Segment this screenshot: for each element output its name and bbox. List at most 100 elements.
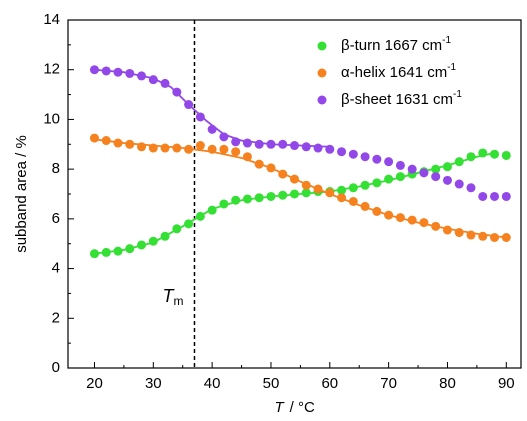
data-point	[231, 147, 241, 157]
data-point	[195, 211, 205, 221]
data-point	[219, 199, 229, 209]
data-point	[266, 191, 276, 201]
x-axis-label: T / °C	[275, 399, 316, 416]
data-point	[490, 233, 500, 242]
data-point	[137, 142, 147, 152]
data-point	[431, 221, 441, 231]
data-point	[384, 174, 394, 184]
data-point	[242, 194, 252, 204]
data-point	[384, 210, 394, 220]
data-point	[254, 193, 264, 203]
transition-label: Tm	[162, 286, 183, 308]
x-tick-label: 40	[204, 375, 221, 392]
data-point	[89, 133, 99, 143]
data-point	[395, 172, 405, 182]
data-point	[254, 159, 264, 169]
data-point	[348, 196, 358, 206]
data-point	[407, 164, 417, 174]
legend-name: α-helix 1641 cm	[341, 64, 447, 81]
data-point	[242, 138, 252, 148]
data-point	[372, 178, 382, 188]
data-point	[160, 231, 170, 241]
data-point	[266, 139, 276, 149]
data-point	[148, 236, 158, 246]
data-point	[125, 139, 135, 149]
legend-name: β-turn 1667 cm	[341, 37, 442, 54]
data-point	[337, 185, 347, 195]
data-point	[419, 168, 429, 178]
data-point	[207, 144, 217, 154]
x-tick-label: 30	[145, 375, 162, 392]
data-point	[148, 143, 158, 153]
data-point	[254, 139, 264, 149]
data-point	[219, 132, 229, 142]
data-point	[337, 193, 347, 203]
data-point	[501, 150, 511, 160]
data-point	[195, 112, 205, 122]
data-point	[101, 136, 111, 146]
data-point	[360, 180, 370, 190]
data-point	[395, 213, 405, 223]
data-point	[113, 246, 123, 256]
data-point	[172, 143, 182, 153]
data-point	[325, 188, 335, 198]
data-point	[372, 154, 382, 164]
fit-line	[94, 138, 507, 239]
y-tick-label: 12	[43, 61, 60, 78]
legend-name: β-sheet 1631 cm	[341, 91, 453, 108]
data-point	[466, 152, 476, 162]
data-point	[231, 137, 241, 147]
data-point	[172, 224, 182, 234]
legend-marker	[317, 41, 327, 51]
legend-superscript: -1	[447, 62, 456, 73]
data-point	[278, 190, 288, 200]
y-tick-label: 0	[52, 359, 60, 376]
data-point	[184, 144, 194, 154]
data-point	[184, 100, 194, 110]
x-tick-label: 50	[263, 375, 280, 392]
y-tick-label: 2	[52, 309, 60, 326]
x-tick-label: 90	[498, 375, 515, 392]
y-tick-label: 6	[52, 210, 60, 227]
data-point	[384, 157, 394, 167]
legend-superscript: -1	[453, 89, 462, 100]
legend-marker	[317, 68, 327, 78]
data-point	[442, 175, 452, 185]
data-point	[454, 228, 464, 238]
data-point	[242, 152, 252, 162]
transition-subscript: m	[173, 294, 183, 308]
data-point	[407, 215, 417, 225]
y-axis-label: subband area / %	[13, 135, 30, 253]
data-point	[466, 230, 476, 240]
data-point	[160, 143, 170, 153]
data-point	[301, 180, 311, 190]
data-point	[125, 68, 135, 78]
legend-label: α-helix 1641 cm-1	[341, 62, 457, 81]
data-point	[101, 247, 111, 257]
data-point	[290, 174, 299, 184]
data-point	[360, 201, 370, 211]
data-point	[290, 141, 299, 151]
data-point	[195, 141, 205, 151]
y-tick-label: 4	[52, 260, 60, 277]
data-point	[442, 225, 452, 235]
data-point	[478, 231, 488, 241]
y-tick-label: 10	[43, 110, 60, 127]
data-point	[101, 66, 111, 76]
x-tick-label: 80	[439, 375, 456, 392]
data-point	[395, 160, 405, 170]
data-point	[454, 179, 464, 189]
data-point	[442, 162, 452, 172]
data-point	[419, 218, 429, 228]
data-point	[113, 138, 123, 148]
legend-superscript: -1	[442, 35, 451, 46]
data-point	[360, 152, 370, 162]
data-point	[454, 157, 464, 167]
y-tick-label: 14	[43, 11, 60, 28]
transition-symbol: T	[162, 286, 175, 306]
data-point	[184, 219, 194, 229]
data-point	[301, 142, 311, 152]
data-point	[431, 172, 441, 182]
data-point	[501, 233, 511, 242]
